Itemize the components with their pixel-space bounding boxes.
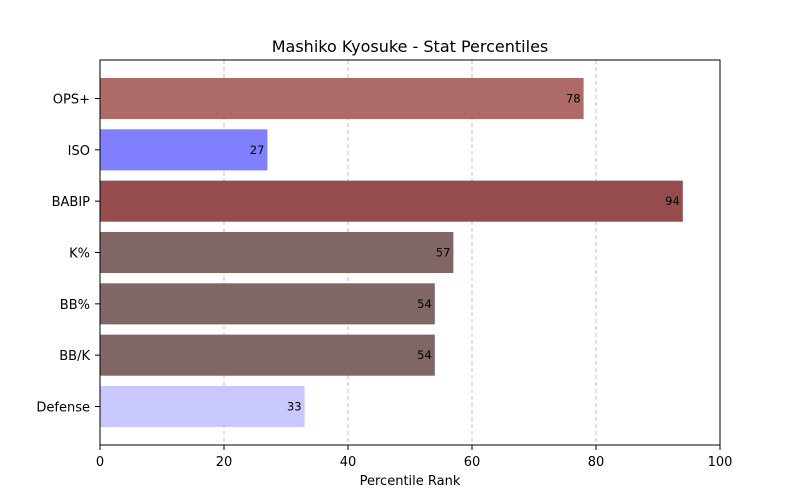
bar-value-label: 33 [287,400,302,414]
bar [100,77,584,120]
x-tick-label: 100 [708,455,733,470]
bar [100,385,305,428]
chart-title: Mashiko Kyosuke - Stat Percentiles [272,37,549,56]
bar-value-label: 94 [665,194,680,208]
x-tick-label: 20 [216,455,233,470]
bar [100,129,268,171]
bar-value-label: 54 [417,297,432,311]
x-tick-label: 40 [340,455,357,470]
x-tick-label: 60 [464,455,481,470]
bars: 78 27 94 57 54 54 33 [100,77,683,428]
bar [100,283,435,325]
y-tick-label: ISO [68,144,90,159]
bar-value-label: 27 [250,143,265,157]
x-tick-label: 80 [588,455,605,470]
bar-value-label: 78 [566,92,581,106]
y-tick-label: BB/K [59,349,90,364]
y-axis-ticks: OPS+ ISO BABIP K% BB% BB/K Defense [36,93,100,416]
bar [100,334,435,376]
y-tick-label: BB% [60,298,90,313]
bar [100,180,683,222]
x-tick-label: 0 [96,455,104,470]
y-tick-label: Defense [36,401,90,416]
y-tick-label: OPS+ [53,93,90,108]
bar [100,231,454,274]
x-axis-ticks: 0 20 40 60 80 100 [96,445,733,470]
bar-value-label: 57 [436,246,451,260]
bar-value-label: 54 [417,348,432,362]
y-tick-label: K% [69,247,90,262]
x-axis-label: Percentile Rank [360,474,461,489]
y-tick-label: BABIP [52,195,91,210]
